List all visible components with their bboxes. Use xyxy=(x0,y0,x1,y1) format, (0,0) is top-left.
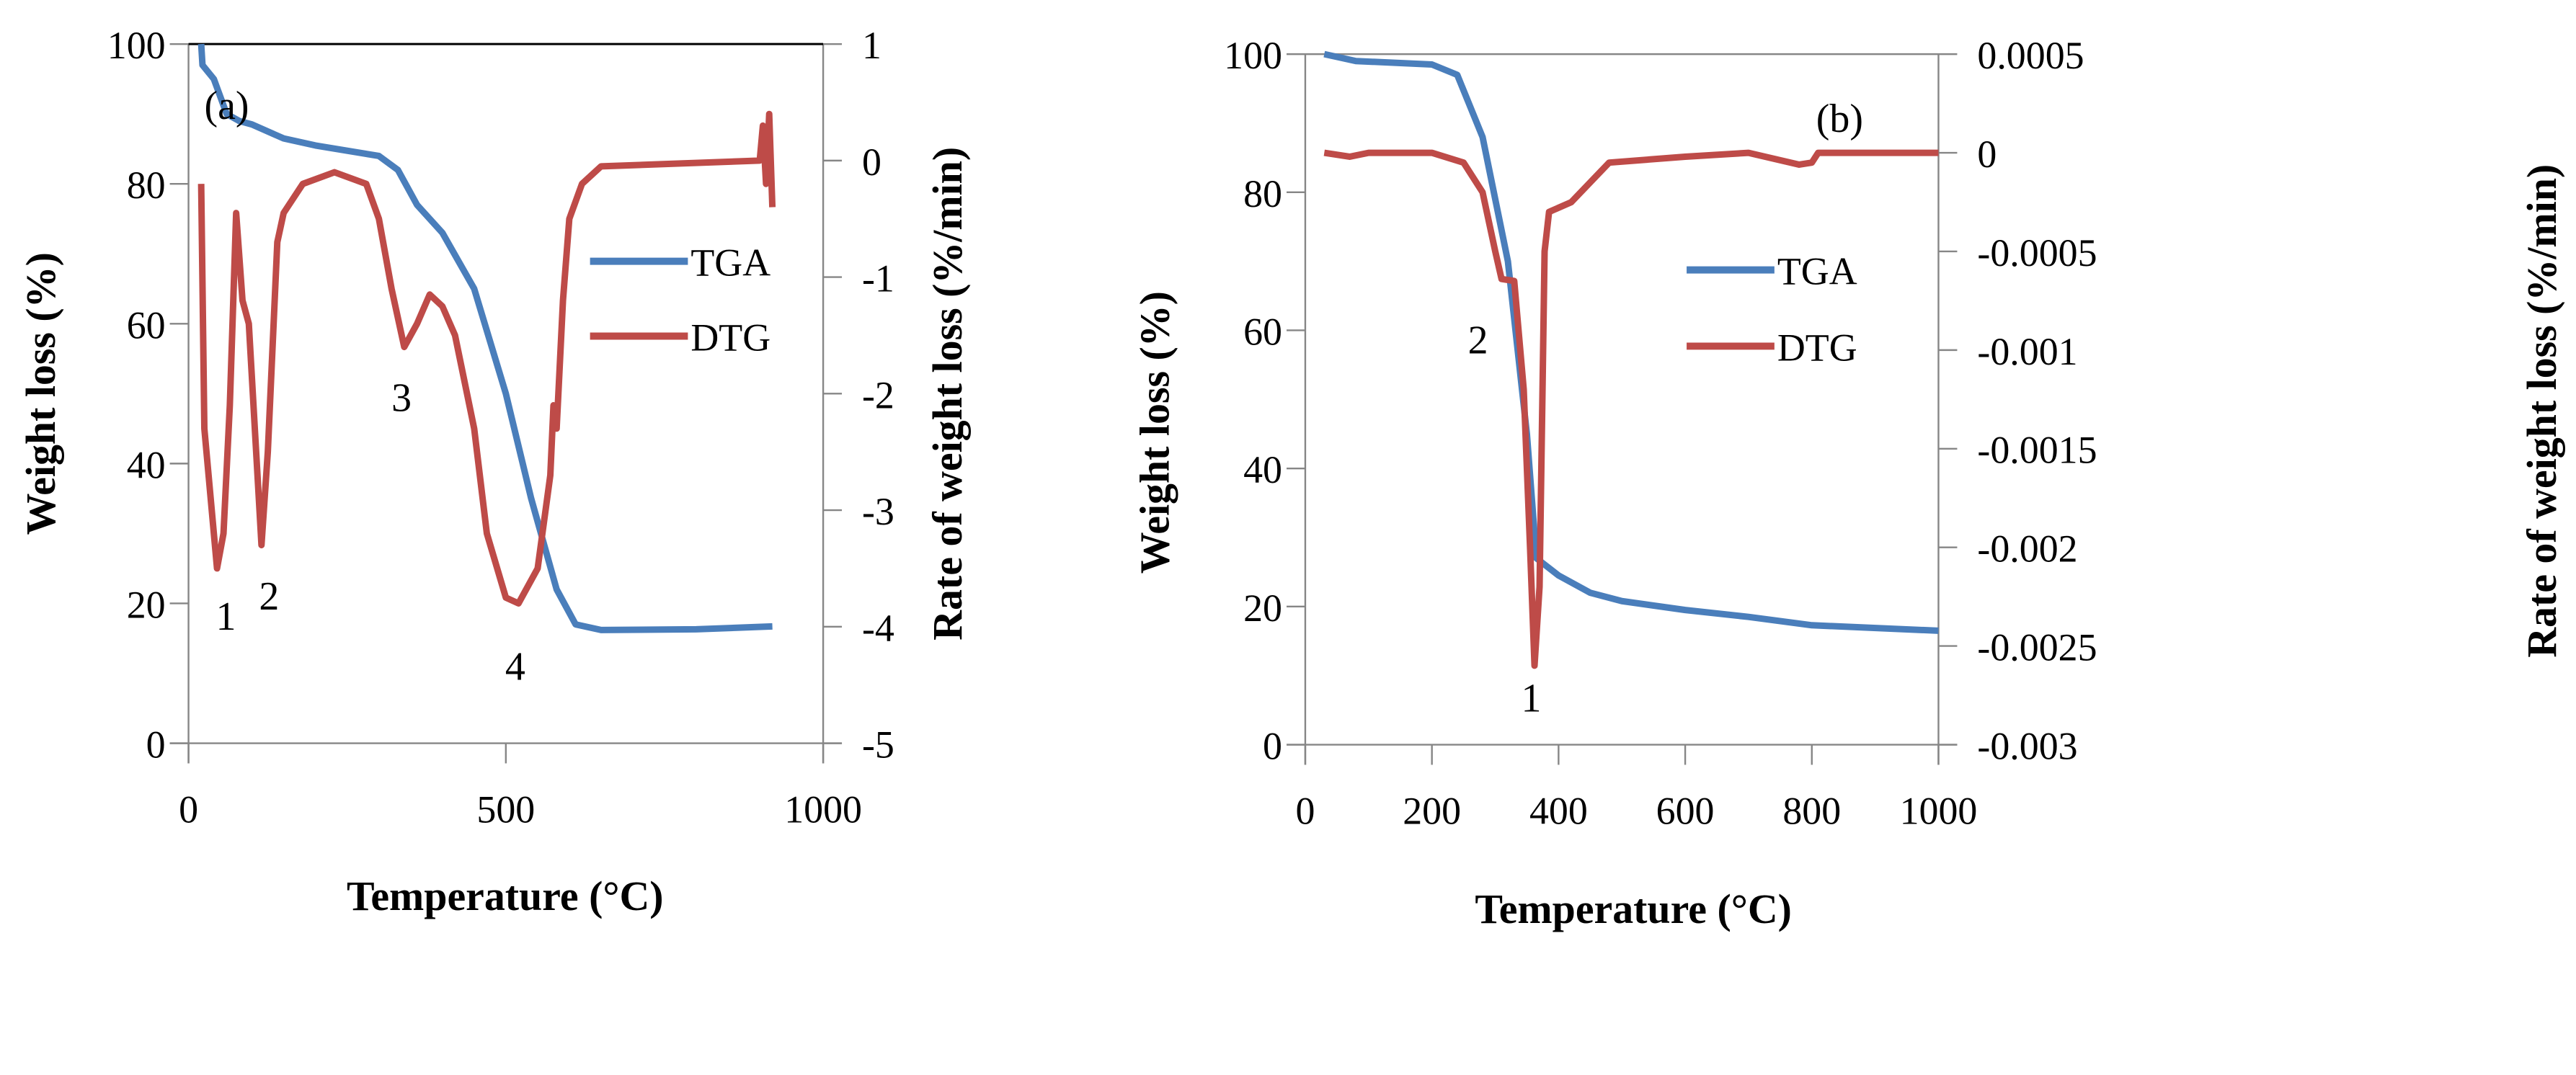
legend-tga: TGA xyxy=(690,241,770,285)
y2-axis-title: Rate of weight loss (%/min) xyxy=(2518,164,2565,658)
x-tick-label: 0 xyxy=(1295,789,1315,832)
y2-tick-label: -0.0005 xyxy=(1977,231,2097,275)
y2-tick-label: -4 xyxy=(862,607,894,650)
x-tick-label: 200 xyxy=(1403,789,1461,832)
peak-label-1: 1 xyxy=(216,594,236,639)
y2-tick-label: 0 xyxy=(862,140,881,184)
y2-axis-title: Rate of weight loss (%/min) xyxy=(924,147,971,641)
y-axis-title: Weight loss (%) xyxy=(1131,291,1178,574)
y-tick-label: 40 xyxy=(127,443,166,486)
x-tick-label: 500 xyxy=(476,788,535,831)
y2-tick-label: 1 xyxy=(862,24,881,67)
y-tick-label: 60 xyxy=(1243,310,1282,353)
x-axis-title: Temperature (°C) xyxy=(347,873,664,919)
x-tick-label: 1000 xyxy=(1900,789,1978,832)
y-tick-label: 0 xyxy=(146,723,166,766)
peak-label-2: 2 xyxy=(259,574,279,619)
y-tick-label: 60 xyxy=(127,303,166,347)
y2-tick-label: -0.001 xyxy=(1977,330,2077,373)
y2-tick-label: -1 xyxy=(862,257,894,300)
peak-label-2: 2 xyxy=(1468,318,1488,362)
series-tga-line xyxy=(197,43,773,633)
x-tick-label: 800 xyxy=(1782,789,1841,832)
y2-tick-label: -0.003 xyxy=(1977,724,2077,767)
y2-tick-label: 0.0005 xyxy=(1977,34,2084,77)
y2-tick-label: -0.0015 xyxy=(1977,429,2097,472)
panel-label: (b) xyxy=(1816,97,1863,141)
y-tick-label: 20 xyxy=(1243,586,1282,630)
y2-tick-label: -5 xyxy=(862,723,894,766)
x-tick-label: 0 xyxy=(179,788,198,831)
panel-a: 1 0 -1 -2 -3 -4 -5 100 80 60 40 20 0 1000 500 0 Tempera… xyxy=(17,24,971,919)
y-tick-label: 40 xyxy=(1243,448,1282,491)
y2-tick-label: -0.0025 xyxy=(1977,626,2097,669)
series-tga-line xyxy=(1323,50,1939,634)
legend-tga: TGA xyxy=(1777,250,1857,293)
x-axis-title: Temperature (°C) xyxy=(1475,886,1792,932)
panel-label: (a) xyxy=(205,84,249,128)
legend-dtg: DTG xyxy=(1777,326,1857,369)
x-tick-label: 1000 xyxy=(784,788,862,831)
y-axis-title: Weight loss (%) xyxy=(17,252,64,535)
y2-tick-label: 0 xyxy=(1977,133,1997,176)
y-tick-label: 0 xyxy=(1263,724,1282,767)
y2-tick-label: -0.002 xyxy=(1977,527,2077,571)
y-tick-label: 80 xyxy=(1243,172,1282,215)
y2-tick-label: -2 xyxy=(862,373,894,416)
y-tick-label: 100 xyxy=(1224,34,1282,77)
x-tick-label: 400 xyxy=(1529,789,1588,832)
series-dtg-line xyxy=(1323,149,1939,669)
y2-tick-label: -3 xyxy=(862,490,894,533)
y-tick-label: 20 xyxy=(127,583,166,626)
panel-b: 0.0005 0 -0.0005 -0.001 -0.0015 -0.002 -0.0025… xyxy=(1131,34,2565,932)
peak-label-4: 4 xyxy=(505,645,525,690)
y-tick-label: 80 xyxy=(127,164,166,207)
y-tick-label: 100 xyxy=(107,24,166,67)
series-dtg-line xyxy=(197,110,776,607)
legend-dtg: DTG xyxy=(690,316,770,359)
peak-label-3: 3 xyxy=(391,375,412,420)
x-tick-label: 600 xyxy=(1656,789,1715,832)
peak-label-1: 1 xyxy=(1521,677,1541,721)
